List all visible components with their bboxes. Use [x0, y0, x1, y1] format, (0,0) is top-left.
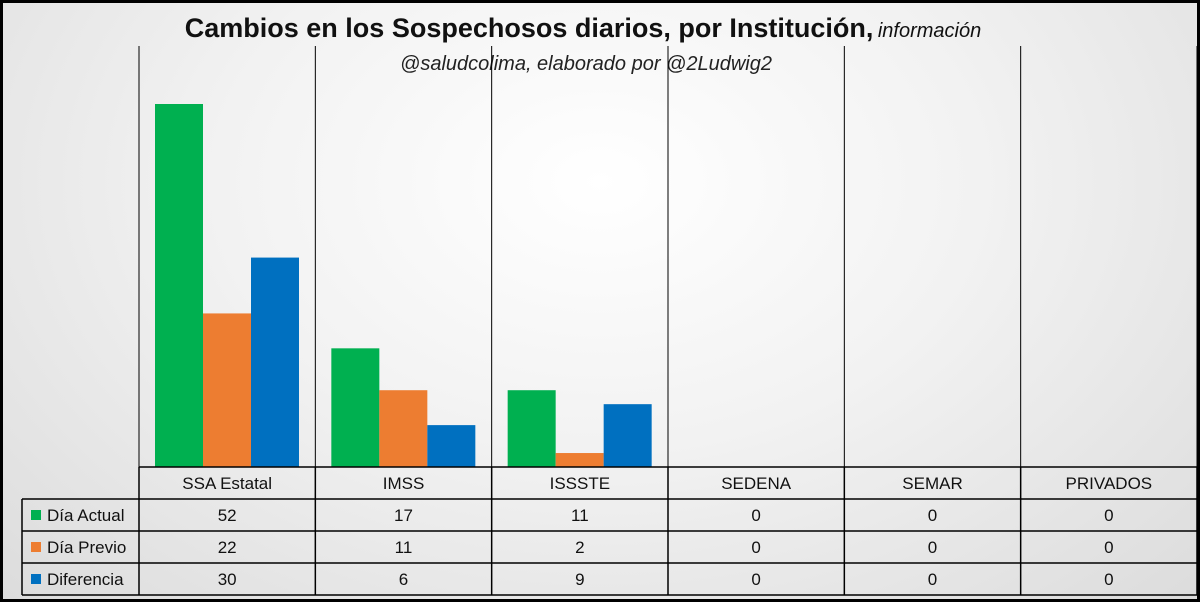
series-label: Día Actual	[47, 506, 125, 525]
bar-d-a-previo-ssa-estatal	[203, 313, 251, 467]
data-label: 17	[394, 506, 413, 525]
chart-title: Cambios en los Sospechosos diarios, por …	[3, 13, 1163, 44]
data-label: 0	[751, 506, 760, 525]
chart-subtitle: @saludcolima, elaborado por @2Ludwig2	[400, 53, 772, 75]
bar-d-a-actual-imss	[331, 348, 380, 467]
category-label: PRIVADOS	[1066, 474, 1153, 493]
category-label: ISSSTE	[550, 474, 610, 493]
bar-d-a-actual-issste	[507, 390, 556, 467]
series-label: Día Previo	[47, 538, 126, 557]
data-label: 6	[399, 570, 408, 589]
data-label: 0	[1104, 506, 1113, 525]
chart-title-tail: información	[877, 20, 982, 42]
legend-key	[31, 510, 41, 520]
category-label: SSA Estatal	[182, 474, 272, 493]
bar-diferencia-ssa-estatal	[251, 257, 299, 467]
category-label: IMSS	[383, 474, 425, 493]
data-label: 0	[928, 570, 937, 589]
bar-d-a-previo-imss	[379, 390, 428, 467]
category-label: SEDENA	[721, 474, 792, 493]
data-label: 0	[751, 538, 760, 557]
chart-title-main: Cambios en los Sospechosos diarios, por …	[184, 13, 874, 43]
category-label: SEMAR	[902, 474, 962, 493]
data-label: 0	[1104, 570, 1113, 589]
bar-diferencia-imss	[427, 425, 476, 467]
data-label: 0	[751, 570, 760, 589]
bar-d-a-previo-issste	[555, 453, 604, 467]
legend-key	[31, 542, 41, 552]
data-label: 11	[395, 538, 413, 557]
data-label: 9	[575, 570, 584, 589]
series-label: Diferencia	[47, 570, 124, 589]
data-label: 30	[218, 570, 237, 589]
data-label: 0	[1104, 538, 1113, 557]
data-label: 2	[575, 538, 584, 557]
data-label: 0	[928, 506, 937, 525]
bar-d-a-actual-ssa-estatal	[155, 104, 203, 467]
data-label: 11	[571, 506, 589, 525]
data-label: 0	[928, 538, 937, 557]
data-label: 22	[218, 538, 237, 557]
legend-key	[31, 574, 41, 584]
data-label: 52	[218, 506, 237, 525]
bar-diferencia-issste	[603, 404, 652, 467]
data-table: SSA Estatal IMSS ISSSTE SEDENA SEMAR PRIVADOS…	[21, 466, 1198, 596]
